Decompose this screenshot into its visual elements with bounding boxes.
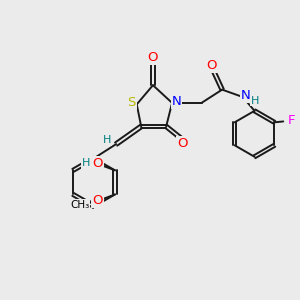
Text: N: N (241, 89, 250, 102)
Text: N: N (172, 95, 182, 108)
Text: H: H (82, 158, 91, 168)
Text: O: O (92, 194, 103, 207)
Text: S: S (127, 96, 136, 110)
Text: O: O (92, 157, 103, 170)
Text: F: F (287, 114, 295, 127)
Text: H: H (103, 135, 112, 145)
Text: O: O (177, 137, 188, 150)
Text: H: H (251, 95, 259, 106)
Text: O: O (207, 59, 217, 72)
Text: CH₃: CH₃ (70, 200, 89, 210)
Text: O: O (148, 51, 158, 64)
